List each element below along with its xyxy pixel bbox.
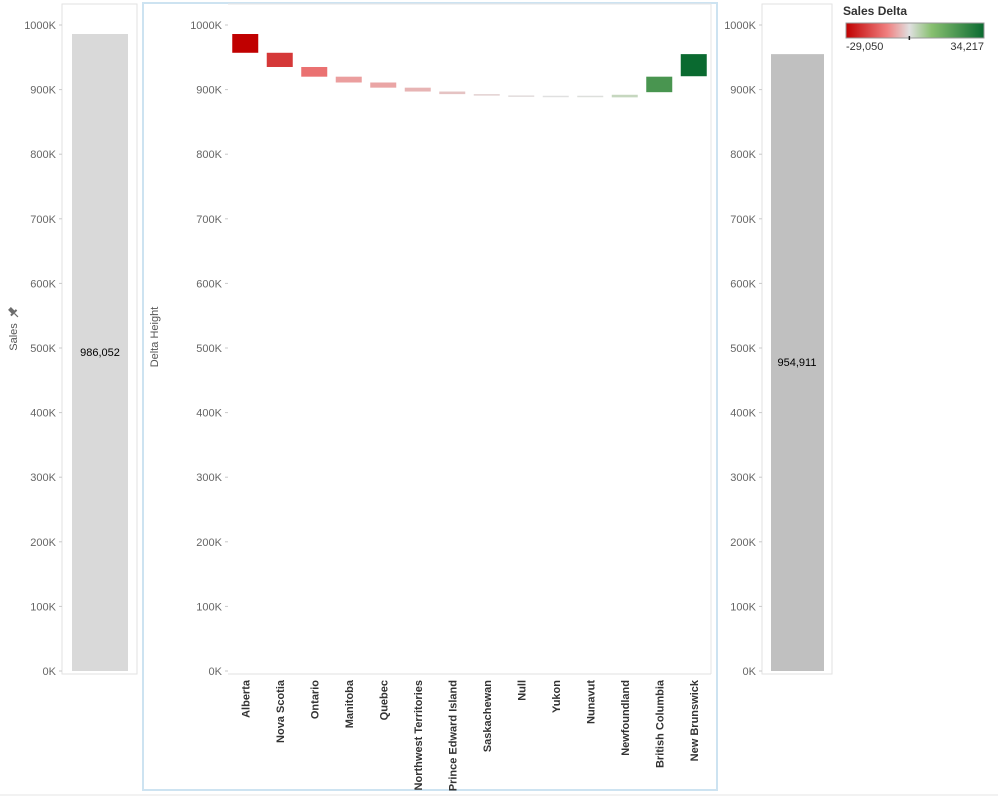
middle-y-tick-label: 500K <box>196 343 222 355</box>
middle-y-tick-label: 0K <box>209 666 223 678</box>
waterfall-bar-null[interactable] <box>508 95 535 97</box>
legend-title: Sales Delta <box>843 4 907 18</box>
right-y-tick-label: 700K <box>730 214 756 226</box>
category-label: Newfoundland <box>620 680 632 756</box>
legend-max-label: 34,217 <box>950 41 984 53</box>
sales-total-bar[interactable] <box>72 34 128 672</box>
sales-final-data-label: 954,911 <box>778 357 817 369</box>
left-y-tick-label: 1000K <box>24 20 56 32</box>
waterfall-bar-new-brunswick[interactable] <box>680 54 707 77</box>
left-y-tick-label: 0K <box>43 666 57 678</box>
category-label: Null <box>516 680 528 701</box>
sales-total-panel: 0K 100K 200K 300K 400K 500K 600K 700K 800K 900K 10… <box>7 3 138 678</box>
left-y-tick-label: 800K <box>30 149 56 161</box>
left-y-axis-title: Sales <box>8 323 20 351</box>
left-y-tick-label: 500K <box>30 343 56 355</box>
middle-y-tick-label: 400K <box>196 408 222 420</box>
pin-icon[interactable] <box>7 306 21 320</box>
waterfall-bar-yukon[interactable] <box>542 95 569 98</box>
right-y-tick-label: 800K <box>730 149 756 161</box>
left-y-tick-label: 700K <box>30 214 56 226</box>
left-y-tick-label: 200K <box>30 537 56 549</box>
middle-y-tick-label: 800K <box>196 149 222 161</box>
sales-final-panel: 0K 100K 200K 300K 400K 500K 600K 700K 800K 900K 10… <box>724 3 833 678</box>
middle-y-axis-title: Delta Height <box>149 307 161 368</box>
left-y-tick-label: 400K <box>30 408 56 420</box>
left-y-axis: 0K 100K 200K 300K 400K 500K 600K 700K 800K 900K 10… <box>24 20 62 678</box>
category-label: Northwest Territories <box>413 680 425 790</box>
category-label: Manitoba <box>344 679 356 728</box>
left-panel-frame <box>61 3 138 675</box>
waterfall-bar-quebec[interactable] <box>370 82 397 88</box>
category-label: Nova Scotia <box>275 679 287 743</box>
category-label: British Columbia <box>654 679 666 768</box>
waterfall-bar-nunavut[interactable] <box>577 95 604 98</box>
right-panel-frame <box>761 3 833 675</box>
left-y-tick-label: 100K <box>30 601 56 613</box>
category-label: Yukon <box>551 680 563 713</box>
category-label: Ontario <box>309 680 321 719</box>
category-label: Quebec <box>378 680 390 720</box>
category-axis: Alberta Nova Scotia Ontario Manitoba Quebec N… <box>228 673 711 791</box>
waterfall-bar-british-columbia[interactable] <box>646 76 673 93</box>
left-y-tick-label: 300K <box>30 472 56 484</box>
delta-waterfall-panel: 0K 100K 200K 300K 400K 500K 600K 700K 800K 900K 10… <box>142 2 718 791</box>
middle-panel-selection-frame <box>142 2 718 791</box>
right-y-axis: 0K 100K 200K 300K 400K 500K 600K 700K 800K 900K 10… <box>724 20 762 678</box>
right-y-tick-label: 500K <box>730 343 756 355</box>
middle-y-tick-label: 1000K <box>190 20 222 32</box>
waterfall-bar-saskachewan[interactable] <box>473 94 500 96</box>
sales-final-bar-group: 954,911 <box>771 54 824 671</box>
category-label: New Brunswick <box>689 679 701 761</box>
waterfall-bar-newfoundland[interactable] <box>611 94 638 98</box>
sales-delta-legend[interactable]: Sales Delta -29,050 34,217 <box>843 4 985 53</box>
waterfall-bar-prince-edward-island[interactable] <box>439 91 466 95</box>
category-label: Prince Edward Island <box>447 680 459 791</box>
sales-total-bar-group: 986,052 <box>72 34 128 672</box>
legend-color-ramp <box>845 22 985 39</box>
waterfall-bar-manitoba[interactable] <box>335 76 362 83</box>
left-y-tick-label: 600K <box>30 278 56 290</box>
middle-y-tick-label: 700K <box>196 214 222 226</box>
middle-y-tick-label: 600K <box>196 278 222 290</box>
middle-y-tick-label: 300K <box>196 472 222 484</box>
waterfall-bar-northwest-territories[interactable] <box>404 87 431 92</box>
right-y-tick-label: 600K <box>730 278 756 290</box>
middle-y-axis: 0K 100K 200K 300K 400K 500K 600K 700K 800K 900K 10… <box>190 20 228 678</box>
category-label: Saskachewan <box>482 680 494 752</box>
category-label: Alberta <box>240 679 252 718</box>
middle-y-tick-label: 900K <box>196 85 222 97</box>
waterfall-bar-alberta[interactable] <box>232 34 259 53</box>
right-y-tick-label: 400K <box>730 408 756 420</box>
right-y-tick-label: 200K <box>730 537 756 549</box>
legend-min-label: -29,050 <box>846 41 883 53</box>
waterfall-bar-nova-scotia[interactable] <box>266 52 293 67</box>
middle-y-tick-label: 200K <box>196 537 222 549</box>
category-label: Nunavut <box>585 680 597 724</box>
waterfall-bars <box>232 34 707 98</box>
waterfall-bar-ontario[interactable] <box>301 66 328 77</box>
right-y-tick-label: 900K <box>730 85 756 97</box>
right-y-tick-label: 300K <box>730 472 756 484</box>
sales-total-data-label: 986,052 <box>80 347 120 359</box>
left-y-tick-label: 900K <box>30 85 56 97</box>
right-y-tick-label: 1000K <box>724 20 756 32</box>
right-y-tick-label: 0K <box>743 666 757 678</box>
middle-y-tick-label: 100K <box>196 601 222 613</box>
sales-final-bar[interactable] <box>771 54 824 671</box>
right-y-tick-label: 100K <box>730 601 756 613</box>
